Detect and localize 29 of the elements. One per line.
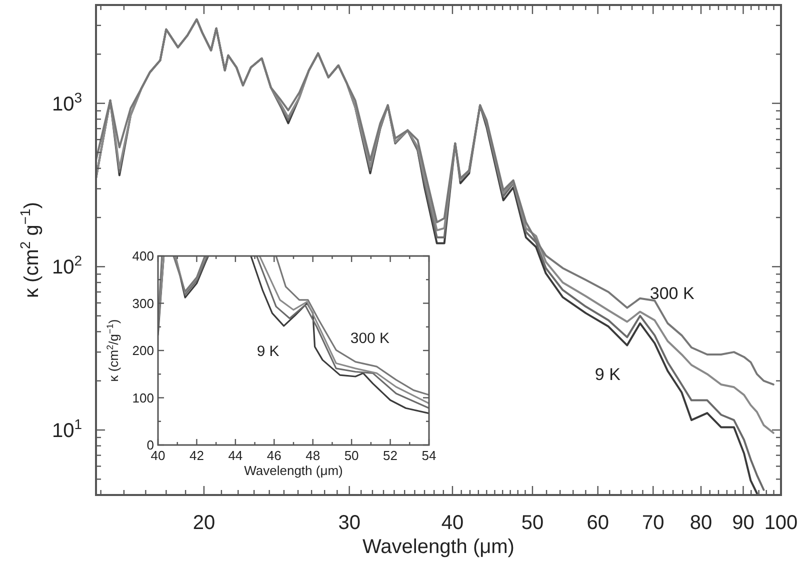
y-tick-label: 10$^{2}$ [52, 252, 82, 279]
y-tick-label: 100 [132, 390, 154, 406]
x-tick-label: 48 [306, 448, 320, 463]
x-tick-label: 100 [764, 512, 798, 534]
y-tick-label: 10$^{1}$ [52, 416, 82, 442]
x-tick-label: 46 [266, 448, 282, 463]
annotation: 300 K [650, 284, 695, 303]
x-tick-label: 80 [690, 512, 712, 534]
x-tick-label: 60 [586, 512, 609, 534]
y-tick-label: 400 [132, 248, 154, 264]
annotation: 9 K [256, 343, 280, 360]
x-axis-title: Wavelength (μm) [362, 536, 514, 558]
annotation: 300 K [350, 330, 390, 347]
x-tick-label: 50 [521, 512, 544, 534]
x-tick-label: 42 [189, 448, 204, 463]
x-tick-label: 90 [732, 512, 754, 534]
x-tick-label: 30 [338, 512, 360, 534]
x-tick-label: 70 [642, 512, 664, 534]
x-tick-label: 50 [344, 448, 359, 463]
x-tick-label: 40 [441, 512, 464, 534]
y-tick-label: 10$^{3}$ [52, 89, 82, 116]
annotation: 9 K [594, 364, 622, 384]
x-tick-label: 52 [383, 448, 398, 463]
y-tick-label: 300 [132, 296, 154, 311]
x-tick-label: 20 [192, 512, 216, 534]
x-tick-label: 54 [422, 448, 436, 463]
y-tick-label: 200 [132, 343, 154, 358]
x-tick-label: 44 [228, 448, 243, 463]
x-axis-title: Wavelength (μm) [244, 463, 343, 478]
